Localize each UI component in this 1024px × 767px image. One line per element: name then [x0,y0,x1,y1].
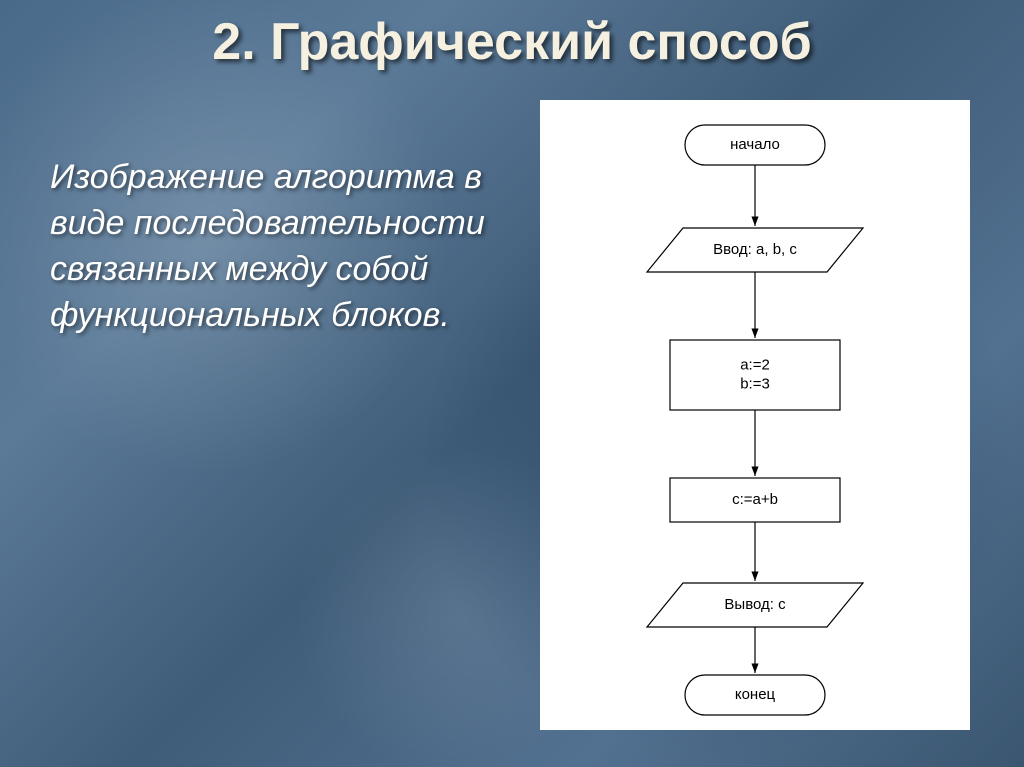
flowchart-panel: начало Ввод: a, b, c a:=2b:=3 c:=a+b Вывод: … [540,100,970,730]
flowchart-svg: начало Ввод: a, b, c a:=2b:=3 c:=a+b Вывод: … [540,100,970,730]
slide-title: 2. Графический способ [0,12,1024,72]
node-assign-label-0: a:=2 [740,357,770,374]
node-start-label-0: начало [730,136,780,153]
node-assign-label-1: b:=3 [740,375,770,392]
slide-body-text: Изображение алгоритма в виде последовате… [50,155,490,339]
node-input-label-0: Ввод: a, b, c [713,241,797,258]
node-output-label-0: Вывод: c [724,596,786,613]
node-calc-label-0: c:=a+b [732,491,778,508]
slide: 2. Графический способ Изображение алгори… [0,0,1024,767]
node-end-label-0: конец [735,686,776,703]
